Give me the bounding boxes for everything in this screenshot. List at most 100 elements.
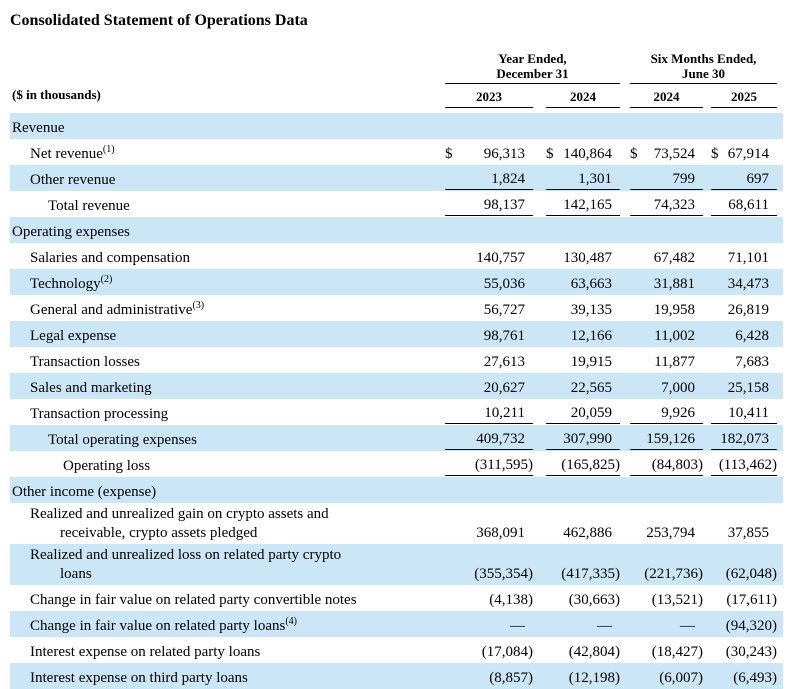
cell-value: (113,462) <box>703 451 783 477</box>
cell-value: 462,886 <box>563 525 612 541</box>
row-label: Other revenue <box>10 165 443 191</box>
cell-value: — <box>620 611 703 637</box>
cell-value: 63,663 <box>533 269 620 295</box>
row-label: Change in fair value on related party co… <box>30 592 357 608</box>
row-label: Realized and unrealized loss on related … <box>10 544 443 585</box>
cell-value: 71,101 <box>727 250 769 266</box>
cell-value: 697 <box>703 165 783 191</box>
cell-value: (17,084) <box>481 644 533 660</box>
cell-value: $140,864 <box>546 146 612 162</box>
cell-value: 140,757 <box>476 250 525 266</box>
cell-value: (4,138) <box>489 592 533 608</box>
row-label: Legal expense <box>10 321 443 347</box>
cell-value: 253,794 <box>646 525 695 541</box>
cell-value: 37,855 <box>727 525 769 541</box>
footnote-marker: (4) <box>285 616 297 627</box>
row-label: Realized and unrealized gain on crypto a… <box>30 506 329 541</box>
cell-value: (165,825) <box>533 451 620 477</box>
cell-value: 307,990 <box>533 425 620 451</box>
col-group-label: Six Months Ended, <box>650 51 757 66</box>
cell-value: 20,627 <box>443 373 533 399</box>
cell-value: 67,482 <box>653 250 695 266</box>
cell-value: (311,595) <box>443 451 533 477</box>
cell-value: 74,323 <box>620 191 703 217</box>
cell-value: 98,137 <box>443 191 533 217</box>
year-col-2023: 2023 <box>443 84 533 108</box>
section-other-income-expense: Other income (expense) <box>10 477 783 503</box>
cell-value: 19,958 <box>653 302 695 318</box>
cell-value: (42,804) <box>568 644 620 660</box>
cell-value: — <box>443 611 533 637</box>
row-transaction-processing: Transaction processing 10,211 20,059 9,9… <box>10 399 783 425</box>
cell-value: 12,166 <box>533 321 620 347</box>
row-label: Total revenue <box>48 198 130 214</box>
cell-value: 1,301 <box>533 165 620 191</box>
row-realized-unrealized-gain-crypto: Realized and unrealized gain on crypto a… <box>10 503 783 544</box>
footnote-marker: (3) <box>192 300 205 311</box>
cell-value: 7,000 <box>620 373 703 399</box>
row-total-operating-expenses: Total operating expenses 409,732 307,990… <box>10 425 783 451</box>
header-spacer <box>10 51 443 84</box>
cell-value: 10,211 <box>443 399 533 425</box>
currency-symbol: $ <box>630 146 638 162</box>
row-label: Total operating expenses <box>10 425 443 451</box>
cell-value: 10,411 <box>703 399 783 425</box>
row-sales-and-marketing: Sales and marketing 20,627 22,565 7,000 … <box>10 373 783 399</box>
cell-value: (84,803) <box>620 451 703 477</box>
row-general-and-administrative: General and administrative(3) 56,727 39,… <box>10 295 783 321</box>
cell-value: 98,761 <box>443 321 533 347</box>
currency-symbol: $ <box>711 146 719 162</box>
cell-value: $73,524 <box>630 146 695 162</box>
row-technology: Technology(2) 55,036 63,663 31,881 34,47… <box>10 269 783 295</box>
currency-symbol: $ <box>445 146 453 162</box>
cell-value: (18,427) <box>651 644 703 660</box>
col-group-label: Year Ended, <box>498 51 567 66</box>
cell-value: (417,335) <box>533 544 620 585</box>
col-group-six-months: Six Months Ended, June 30 <box>620 51 783 84</box>
year-col-2025: 2025 <box>703 84 783 108</box>
row-label: Change in fair value on related party lo… <box>10 611 443 637</box>
cell-value: 1,824 <box>443 165 533 191</box>
cell-value: $67,914 <box>711 146 769 162</box>
row-label: Interest expense on third party loans <box>10 663 443 689</box>
row-label: General and administrative(3) <box>30 300 205 319</box>
row-label: Net revenue(1) <box>30 144 115 163</box>
row-total-revenue: Total revenue 98,137 142,165 74,323 68,6… <box>10 191 783 217</box>
cell-value: 159,126 <box>620 425 703 451</box>
cell-value: 142,165 <box>533 191 620 217</box>
cell-value: 34,473 <box>703 269 783 295</box>
cell-value: 31,881 <box>620 269 703 295</box>
cell-value: — <box>533 611 620 637</box>
units-label: ($ in thousands) <box>12 87 101 102</box>
cell-value: 20,059 <box>533 399 620 425</box>
cell-value: 68,611 <box>703 191 783 217</box>
row-transaction-losses: Transaction losses 27,613 19,915 11,877 … <box>10 347 783 373</box>
cell-value: (12,198) <box>533 663 620 689</box>
section-label: Revenue <box>10 113 783 139</box>
cell-value: 6,428 <box>703 321 783 347</box>
cell-value: (30,243) <box>725 644 777 660</box>
row-label: Operating loss <box>63 458 151 474</box>
row-operating-loss: Operating loss (311,595) (165,825) (84,8… <box>10 451 783 477</box>
row-other-revenue: Other revenue 1,824 1,301 799 697 <box>10 165 783 191</box>
section-revenue: Revenue <box>10 113 783 139</box>
year-col-2024: 2024 <box>533 84 620 108</box>
row-legal-expense: Legal expense 98,761 12,166 11,002 6,428 <box>10 321 783 347</box>
currency-symbol: $ <box>546 146 554 162</box>
cell-value: (8,857) <box>443 663 533 689</box>
cell-value: 130,487 <box>563 250 612 266</box>
cell-value: 27,613 <box>483 354 525 370</box>
cell-value: (6,007) <box>620 663 703 689</box>
cell-value: (6,493) <box>703 663 783 689</box>
section-label: Operating expenses <box>10 217 783 243</box>
cell-value: $96,313 <box>445 146 525 162</box>
row-label: Salaries and compensation <box>30 250 190 266</box>
col-group-label: June 30 <box>682 66 725 81</box>
row-fair-value-convertible-notes: Change in fair value on related party co… <box>10 585 783 611</box>
column-group-header-row: Year Ended, December 31 Six Months Ended… <box>10 51 783 84</box>
row-label: Transaction processing <box>30 406 169 422</box>
cell-value: (17,611) <box>726 592 777 608</box>
cell-value: 7,683 <box>735 354 769 370</box>
section-label: Other income (expense) <box>10 477 783 503</box>
